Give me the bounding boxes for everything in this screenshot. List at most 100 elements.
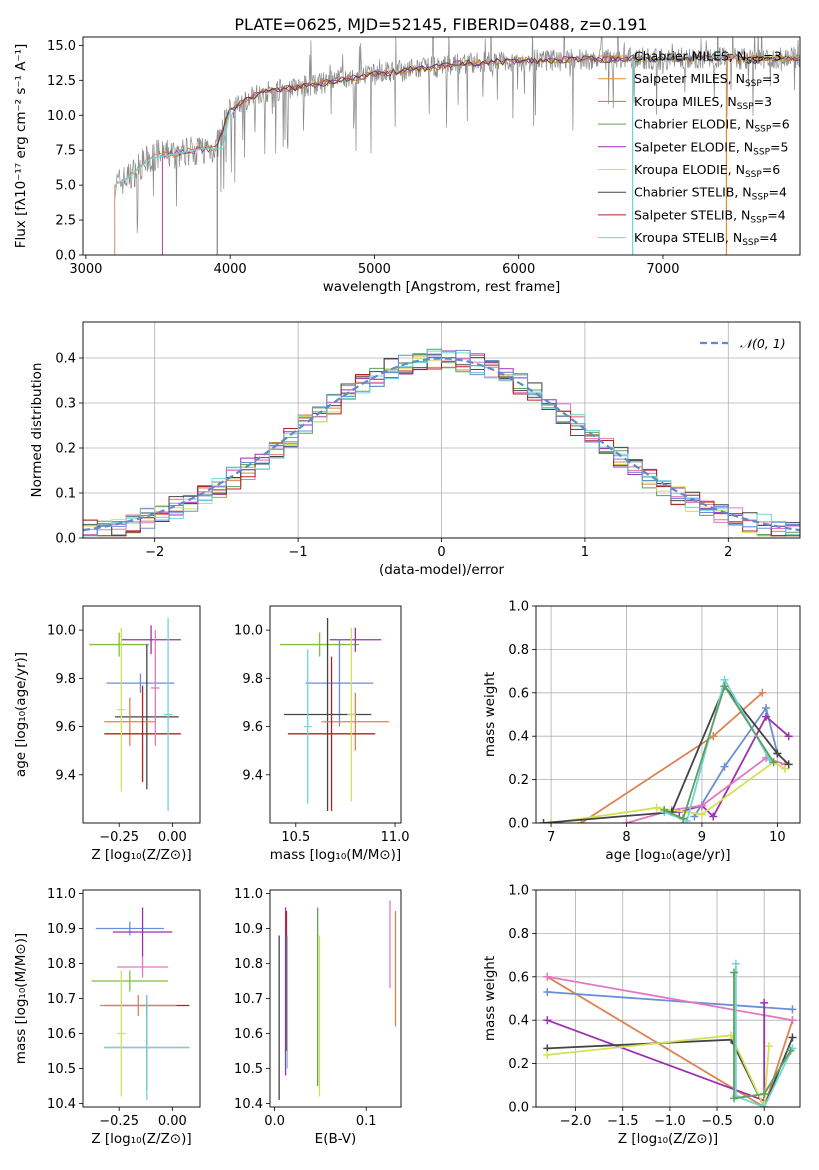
residual-histogram-xlabel: (data-model)/error (379, 562, 505, 578)
spectrum-ytick-label: 15.0 (47, 39, 76, 54)
legend-label: Salpeter ELODIE, NSSP=5 (634, 139, 788, 157)
series-line (733, 972, 792, 1100)
mass-weight-vs-age-ytick-label: 0.4 (508, 730, 529, 745)
spectrum-ylabel: Flux [fλ10⁻¹⁷ erg cm⁻² s⁻¹ A⁻¹] (13, 44, 29, 249)
series-marker (760, 1089, 769, 1098)
mass-vs-z-ytick-label: 10.4 (47, 1097, 76, 1112)
mass-weight-vs-age-ytick-label: 0.8 (508, 643, 529, 658)
mass-weight-vs-z-content (543, 959, 797, 1107)
residual-histogram-content (83, 348, 800, 537)
series-marker (730, 1094, 738, 1103)
mass-vs-ebv-ytick-label: 10.7 (234, 992, 263, 1007)
plot-layer: 3000 4000 5000 6000 70000.02.55.07.510.012.5… (13, 36, 801, 1147)
series-marker (784, 760, 793, 769)
series-marker (760, 998, 769, 1007)
residual-histogram-xtick-label: 2 (724, 545, 732, 560)
series-marker (730, 968, 738, 977)
age-vs-mass-frame (269, 605, 402, 824)
spectrum-ytick-label: 7.5 (55, 144, 76, 159)
mass-vs-z-xtick-label: −0.25 (99, 1114, 139, 1129)
series-marker (762, 712, 771, 721)
age-vs-z-axes: −0.25 0.00 9.4 9.6 9.8 10.0 Z [log₁₀(Z/Z⊙)] age… (13, 605, 201, 863)
mass-vs-ebv-ytick-label: 10.5 (234, 1062, 263, 1077)
series-line (547, 975, 793, 1022)
residual-histogram-ytick-label: 0.3 (55, 397, 76, 412)
mass-weight-vs-age-ytick-label: 0.0 (508, 817, 529, 832)
age-vs-z-ytick-label: 9.4 (55, 768, 76, 783)
mass-weight-vs-z-ytick-label: 1.0 (508, 884, 529, 899)
age-vs-z-frame (82, 605, 201, 824)
series-marker (543, 972, 552, 981)
mass-weight-vs-z-xtick-label: −1.0 (654, 1114, 686, 1129)
normal-curve (83, 357, 800, 532)
histogram-step-line (83, 351, 800, 531)
spectrum-xtick-label: 7000 (646, 262, 679, 277)
series-marker (788, 1005, 797, 1014)
residual-histogram-xtick-label: 1 (581, 545, 589, 560)
legend-label: Salpeter MILES, NSSP=3 (634, 71, 780, 89)
spectrum-legend: Chabrier MILES, NSSP=3 Salpeter MILES, NS… (598, 49, 790, 248)
mass-weight-vs-age-ytick-label: 1.0 (508, 600, 529, 615)
mass-vs-z-ytick-label: 11.0 (47, 887, 76, 902)
series-line (547, 1034, 770, 1107)
series-line (735, 963, 794, 1107)
age-vs-mass-ytick-label: 9.4 (242, 768, 263, 783)
series-marker (760, 1103, 769, 1107)
spectrum-model-line (161, 53, 800, 255)
series-marker (622, 819, 631, 823)
series-line (693, 705, 779, 817)
series-marker (543, 987, 552, 996)
mass-weight-vs-z-ytick-label: 0.2 (508, 1057, 529, 1072)
mass-vs-ebv-ytick-label: 10.9 (234, 922, 263, 937)
series-line (580, 692, 763, 823)
mass-vs-ebv-ytick-label: 10.4 (234, 1097, 263, 1112)
series-line (543, 684, 790, 823)
series-marker (786, 1046, 795, 1055)
mass-weight-vs-z-ylabel: mass weight (482, 956, 498, 1041)
series-marker (788, 1033, 797, 1042)
legend-label: Salpeter STELIB, NSSP=4 (634, 207, 786, 225)
series-marker (709, 812, 718, 821)
legend-label: Chabrier MILES, NSSP=3 (634, 49, 782, 67)
legend-label: Kroupa MILES, NSSP=3 (634, 94, 772, 112)
mass-vs-z-axes: −0.25 0.00 10.4 10.5 10.6 10.7 10.8 10.9 11.0 Z [… (13, 887, 201, 1147)
mass-weight-vs-age-xlabel: age [log₁₀(age/yr)] (605, 847, 730, 863)
figure-title: PLATE=0625, MJD=52145, FIBERID=0488, z=0… (234, 15, 647, 34)
age-vs-mass-ytick-label: 9.8 (242, 672, 263, 687)
mass-weight-vs-z-xtick-label: −1.5 (607, 1114, 639, 1129)
legend-label: Kroupa ELODIE, NSSP=6 (634, 162, 780, 180)
spectrum-model-line (725, 54, 799, 255)
series-marker (543, 1050, 552, 1059)
series-marker (697, 801, 706, 810)
residual-histogram-xtick-label: −1 (289, 545, 308, 560)
mass-weight-vs-age-ylabel: mass weight (482, 672, 498, 757)
mass-weight-vs-age-ytick-label: 0.2 (508, 773, 529, 788)
spectrum-frame (82, 36, 801, 256)
mass-weight-vs-z-frame (535, 889, 801, 1108)
mass-weight-vs-age-ytick-label: 0.6 (508, 686, 529, 701)
age-vs-z-xtick-label: 0.00 (158, 830, 187, 845)
normal-legend-label: 𝒩(0, 1) (740, 336, 786, 351)
series-marker (547, 819, 556, 823)
mass-weight-vs-age-content (539, 675, 793, 823)
age-vs-z-ytick-label: 9.6 (55, 720, 76, 735)
mass-weight-vs-z-ytick-label: 0.4 (508, 1014, 529, 1029)
mass-weight-vs-z-ytick-label: 0.6 (508, 970, 529, 985)
mass-weight-vs-age-frame (535, 605, 801, 824)
age-vs-mass-xtick-label: 11.0 (381, 830, 410, 845)
residual-histogram-ytick-label: 0.4 (55, 352, 76, 367)
series-marker (758, 688, 767, 697)
histogram-step-line (83, 350, 800, 535)
series-marker (709, 732, 718, 741)
mass-vs-ebv-ytick-label: 10.8 (234, 957, 263, 972)
age-vs-mass-ytick-label: 10.0 (234, 624, 263, 639)
series-marker (764, 1042, 773, 1051)
mass-weight-vs-z-xtick-label: 0.0 (754, 1114, 775, 1129)
mass-vs-ebv-ytick-label: 10.6 (234, 1027, 263, 1042)
mass-vs-z-xtick-label: 0.00 (158, 1114, 187, 1129)
residual-histogram-axes: −2 −1 0 1 2 0.0 0.1 0.2 0.3 0.4 (data-model)/error… (29, 321, 801, 578)
mass-vs-ebv-ytick-label: 11.0 (234, 887, 263, 902)
legend-label: Chabrier STELIB, NSSP=4 (634, 185, 787, 203)
residual-histogram-ytick-label: 0.1 (55, 487, 76, 502)
